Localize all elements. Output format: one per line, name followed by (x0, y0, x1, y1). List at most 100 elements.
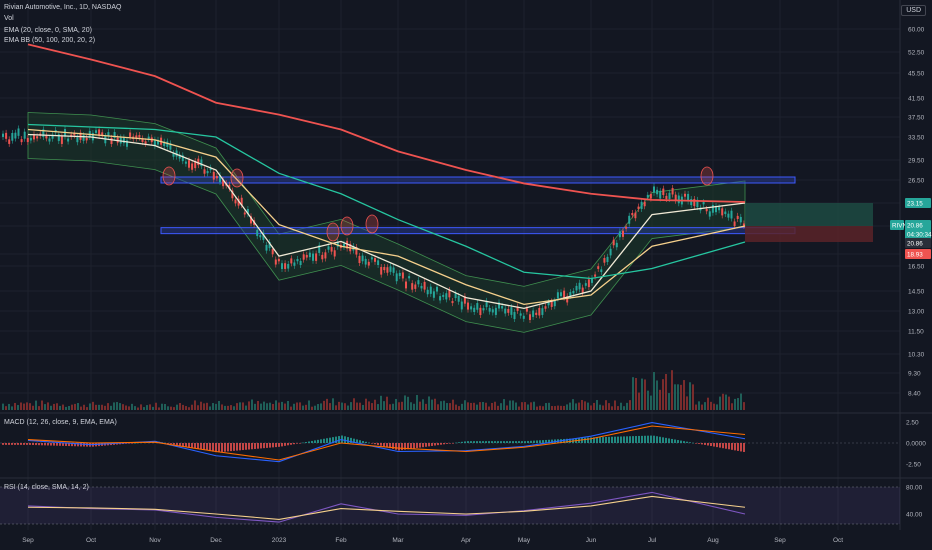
macd-histogram-bar (14, 443, 16, 445)
macd-histogram-bar (641, 435, 643, 443)
volume-bar (161, 403, 163, 410)
macd-histogram-bar (539, 440, 541, 443)
macd-histogram-bar (38, 443, 40, 446)
candle (684, 193, 686, 197)
macd-histogram-bar (53, 443, 55, 446)
macd-histogram-bar (236, 443, 238, 451)
volume-bar (599, 404, 601, 410)
macd-histogram-bar (704, 443, 706, 445)
volume-bar (671, 370, 673, 410)
macd-histogram-bar (332, 437, 334, 443)
volume-bar (203, 403, 205, 410)
candle (501, 306, 504, 309)
macd-histogram-bar (449, 443, 451, 444)
macd-histogram-bar (644, 435, 646, 443)
macd-histogram-bar (725, 443, 727, 449)
rsi-band (0, 487, 900, 524)
candle (711, 205, 714, 213)
volume-bar (464, 400, 466, 410)
macd-histogram-bar (695, 443, 697, 444)
volume-bar (500, 403, 502, 410)
volume-bar (137, 407, 139, 410)
candle (336, 241, 339, 247)
macd-histogram-bar (194, 443, 196, 449)
candle (643, 201, 646, 207)
volume-bar (461, 403, 463, 410)
candle (181, 155, 184, 162)
volume-bar (155, 402, 157, 410)
macd-histogram-bar (365, 441, 367, 443)
candle (243, 212, 246, 215)
candle (705, 208, 708, 212)
candle (529, 314, 531, 320)
macd-histogram-bar (593, 437, 595, 443)
candle (473, 307, 476, 312)
volume-bar (68, 405, 70, 410)
volume-bar (587, 402, 589, 410)
candle (265, 244, 268, 251)
bollinger-band (27, 112, 746, 333)
volume-bar (674, 384, 676, 410)
candle (510, 307, 513, 315)
candle (302, 254, 305, 260)
volume-bar (263, 401, 265, 410)
volume-bar (284, 403, 286, 410)
volume-bar (629, 400, 631, 410)
volume-bar (542, 406, 544, 410)
volume-bar (2, 403, 4, 410)
volume-bar (233, 406, 235, 410)
volume-bar (404, 395, 406, 410)
volume-bar (272, 403, 274, 410)
candle (308, 252, 311, 258)
macd-histogram-bar (8, 443, 10, 445)
volume-bar (575, 403, 577, 410)
macd-histogram-bar (23, 443, 25, 445)
macd-histogram-bar (653, 435, 655, 443)
candle (436, 286, 438, 292)
macd-histogram-bar (227, 443, 229, 452)
candle (485, 300, 488, 308)
price-tick-label: 26.50 (908, 178, 925, 185)
candle (606, 256, 609, 262)
macd-histogram-bar (503, 441, 505, 443)
macd-histogram-bar (407, 443, 409, 450)
macd-histogram-bar (494, 441, 496, 443)
macd-histogram-bar (20, 443, 22, 445)
candle (408, 276, 411, 279)
candle (231, 190, 234, 199)
candle (591, 278, 593, 283)
macd-histogram-bar (377, 443, 379, 445)
volume-bar (341, 402, 343, 410)
volume-bar (485, 402, 487, 410)
candle (76, 137, 79, 143)
volume-bar (140, 404, 142, 410)
volume-bar (278, 402, 280, 410)
macd-histogram-bar (548, 439, 550, 443)
macd-histogram-bar (320, 439, 322, 443)
volume-bar (659, 389, 661, 410)
candle (622, 230, 624, 237)
volume-bar (239, 402, 241, 410)
volume-bar (539, 405, 541, 410)
macd-histogram-bar (65, 443, 67, 446)
candle (14, 132, 17, 139)
candle (470, 306, 473, 310)
volume-bar (719, 396, 721, 410)
candle (51, 134, 54, 139)
volume-bar (602, 405, 604, 410)
candle (370, 257, 373, 260)
ema-bb-legend: EMA BB (50, 100, 200, 20, 2) (4, 37, 96, 44)
candle (355, 247, 358, 255)
volume-bar (650, 395, 652, 410)
entry-price-badge-bg (905, 238, 931, 248)
volume-bar (86, 407, 88, 410)
volume-bar (311, 406, 313, 410)
volume-bar (722, 393, 724, 410)
macd-histogram-bar (473, 441, 475, 443)
candle (129, 132, 132, 137)
macd-histogram-bar (266, 443, 268, 448)
highlight-marker (162, 166, 176, 186)
currency-button[interactable]: USD (901, 5, 926, 16)
candle (640, 201, 643, 209)
